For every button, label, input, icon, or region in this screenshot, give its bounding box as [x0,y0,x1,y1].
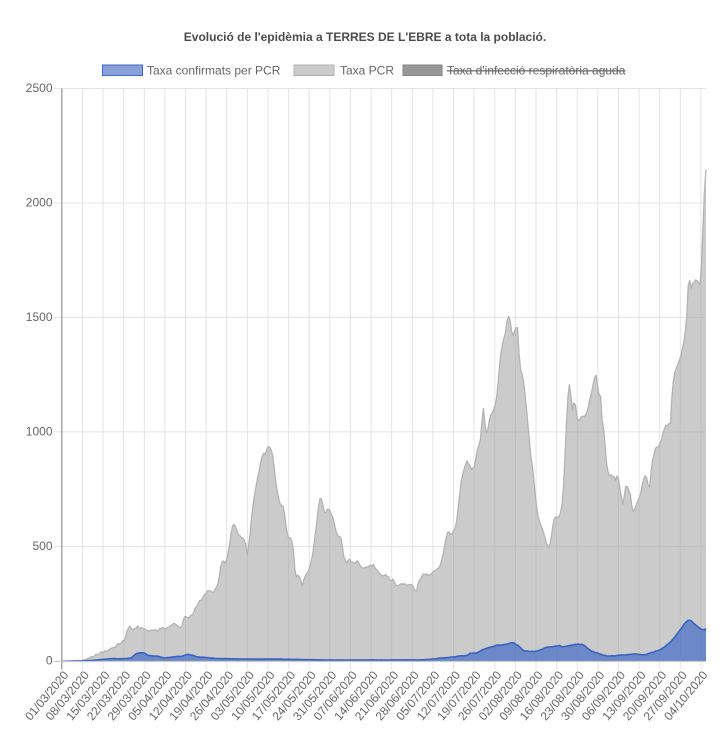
svg-text:1000: 1000 [26,425,53,439]
svg-text:1500: 1500 [26,310,53,324]
svg-text:Taxa PCR: Taxa PCR [340,64,394,78]
svg-text:Evolució de l'epidèmia a TERRE: Evolució de l'epidèmia a TERRES DE L'EBR… [184,30,546,44]
svg-text:2000: 2000 [26,196,53,210]
svg-text:Taxa confirmats per PCR: Taxa confirmats per PCR [147,64,281,78]
svg-text:2500: 2500 [26,81,53,95]
svg-text:Taxa d'infecció respiratòria a: Taxa d'infecció respiratòria aguda [447,64,626,78]
svg-text:500: 500 [32,539,52,553]
svg-text:0: 0 [46,654,53,668]
